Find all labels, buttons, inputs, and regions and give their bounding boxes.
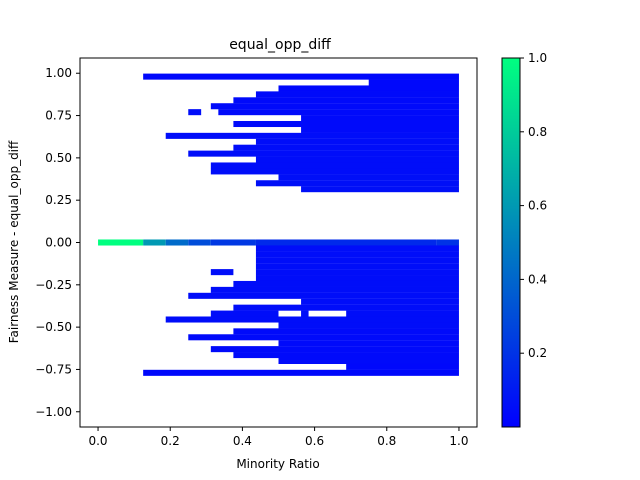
heatmap-cell <box>346 310 459 317</box>
y-tick-label: 0.25 <box>45 193 72 207</box>
heatmap-cell <box>218 109 459 116</box>
heatmap-cell <box>301 310 309 317</box>
x-tick-label: 0.0 <box>88 434 107 448</box>
heatmap-cell <box>255 245 459 252</box>
heatmap-cell <box>346 363 459 370</box>
y-tick-label: −0.25 <box>35 278 72 292</box>
heatmap-cell <box>278 174 459 181</box>
heatmap-cell <box>188 334 459 341</box>
heatmap-cell <box>301 186 459 193</box>
heatmap-cell <box>278 340 459 347</box>
heatmap-cell <box>301 298 459 305</box>
heatmap-cell <box>255 263 459 270</box>
x-axis: 0.0 0.2 0.4 0.6 0.8 1.0 <box>88 427 469 448</box>
heatmap-cell <box>255 275 459 282</box>
heatmap-cell <box>255 180 459 187</box>
heatmap-cell <box>301 126 459 133</box>
heatmap-cell <box>233 352 459 359</box>
y-tick-label: −0.50 <box>35 320 72 334</box>
colorbar-gradient <box>502 58 520 427</box>
x-tick-label: 0.6 <box>305 434 324 448</box>
heatmap-cell <box>255 91 459 98</box>
heatmap-cell <box>188 109 202 116</box>
y-axis-title: Fairness Measure - equal_opp_diff <box>7 140 21 343</box>
heatmap-cell <box>233 144 459 151</box>
heatmap-cell <box>233 97 459 104</box>
heatmap-cell <box>255 156 459 163</box>
colorbar-tick-label: 1.0 <box>528 51 547 65</box>
colorbar-tick-label: 0.4 <box>528 272 547 286</box>
heatmap-cell <box>188 239 211 246</box>
heatmap-cell <box>233 120 459 128</box>
heatmap-cell <box>233 328 459 335</box>
y-tick-label: −0.75 <box>35 362 72 376</box>
heatmap-cells <box>98 73 459 376</box>
y-tick-label: −1.00 <box>35 405 72 419</box>
y-tick-label: 0.75 <box>45 109 72 123</box>
heatmap-cell <box>278 357 459 364</box>
x-axis-title: Minority Ratio <box>236 457 319 471</box>
colorbar: 0.2 0.4 0.6 0.8 1.0 <box>501 51 547 428</box>
heatmap-cell <box>255 239 437 246</box>
heatmap-cell <box>98 239 144 246</box>
heatmap-cell <box>210 310 279 317</box>
heatmap-cell <box>143 239 166 246</box>
heatmap-cell <box>233 280 459 287</box>
heatmap-cell <box>165 316 459 323</box>
x-tick-label: 0.4 <box>233 434 252 448</box>
heatmap-cell <box>255 138 459 145</box>
heatmap-cell <box>255 251 459 258</box>
heatmap-cell <box>210 168 459 175</box>
heatmap-cell <box>165 132 459 139</box>
heatmap-cell <box>188 150 459 157</box>
x-tick-label: 1.0 <box>449 434 468 448</box>
x-tick-label: 0.8 <box>377 434 396 448</box>
heatmap-cell <box>210 103 459 110</box>
y-tick-label: 0.00 <box>45 236 72 250</box>
colorbar-tick-label: 0.6 <box>528 199 547 213</box>
heatmap-cell <box>436 239 459 246</box>
y-tick-label: 0.50 <box>45 151 72 165</box>
heatmap-cell <box>301 115 459 122</box>
colorbar-tick-label: 0.2 <box>528 346 547 360</box>
x-tick-label: 0.2 <box>161 434 180 448</box>
heatmap-cell <box>210 346 459 353</box>
heatmap-cell <box>233 304 459 311</box>
heatmap-cell <box>255 257 459 264</box>
heatmap-cell <box>165 239 189 246</box>
heatmap-cell <box>210 239 256 246</box>
colorbar-frame <box>501 57 521 428</box>
heatmap-cell <box>143 73 459 80</box>
heatmap-cell <box>368 79 459 86</box>
chart-title: equal_opp_diff <box>229 37 331 53</box>
heatmap-cell <box>278 85 459 92</box>
heatmap-cell <box>188 292 459 299</box>
heatmap-cell <box>143 369 459 376</box>
y-tick-label: 1.00 <box>45 66 72 80</box>
heatmap-cell <box>278 322 459 329</box>
colorbar-tick-label: 0.8 <box>528 125 547 139</box>
heatmap-cell <box>255 269 459 276</box>
heatmap-cell <box>210 269 234 276</box>
y-axis: −1.00 −0.75 −0.50 −0.25 0.00 0.25 0.50 0.75 1.00 <box>35 66 80 419</box>
heatmap-cell <box>210 162 459 169</box>
heatmap-cell <box>210 286 459 293</box>
